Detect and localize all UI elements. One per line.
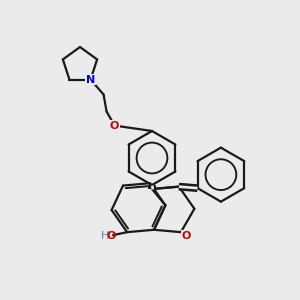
Text: O: O (107, 231, 116, 241)
Text: N: N (86, 75, 95, 85)
Text: O: O (110, 121, 119, 130)
Text: H: H (101, 231, 109, 241)
Text: O: O (181, 231, 190, 241)
